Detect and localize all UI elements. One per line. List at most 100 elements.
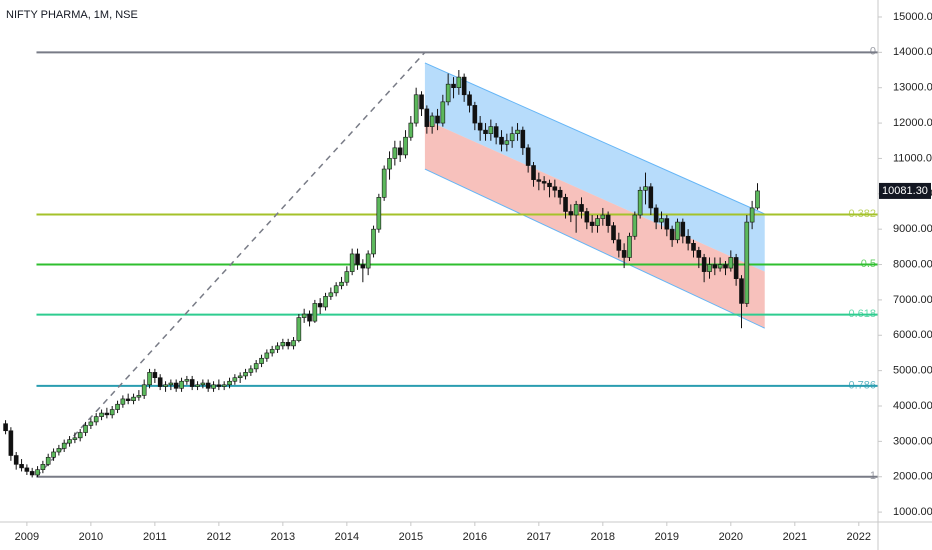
fib-level-label: 0.5 — [861, 258, 876, 270]
channel-line — [424, 62, 765, 215]
candle-body — [349, 253, 355, 272]
fib-level-label: 0.786 — [848, 379, 876, 391]
x-tick-label: 2009 — [15, 531, 39, 543]
candle-body — [307, 313, 312, 322]
candle-body — [477, 122, 483, 131]
candle-body — [115, 403, 120, 410]
candle-body — [339, 281, 344, 287]
candle-body — [83, 425, 88, 433]
candle-body — [93, 416, 99, 423]
x-tick-label: 2018 — [591, 531, 615, 543]
candle-body — [419, 94, 424, 110]
candle-body — [216, 384, 222, 387]
candle-body — [99, 412, 104, 417]
x-tick-label: 2012 — [207, 531, 231, 543]
candle-body — [275, 345, 280, 350]
trend-line — [35, 51, 426, 478]
candle-body — [461, 76, 467, 96]
candle-body — [557, 189, 563, 198]
candle-body — [605, 214, 611, 226]
candle-body — [653, 207, 659, 223]
drawings: 0 0.382 0.5 0.618 0.786 1 — [35, 46, 878, 482]
y-tick-label: 13000.00 — [893, 82, 932, 94]
candle-body — [541, 181, 547, 184]
candle-body — [376, 197, 382, 230]
candle-body — [168, 382, 174, 386]
x-tick-label: 2014 — [335, 531, 359, 543]
candle-body — [312, 303, 318, 322]
candle-body — [152, 372, 158, 379]
candle-body — [365, 253, 371, 269]
candle-body — [205, 382, 211, 389]
candle-body — [440, 101, 446, 124]
candle-body — [195, 384, 200, 387]
candle-body — [733, 257, 739, 279]
candle-body — [131, 396, 136, 401]
x-tick-label: 2017 — [527, 531, 551, 543]
channel-upper-zone — [424, 62, 765, 272]
candle-body — [680, 221, 686, 237]
candle-body — [371, 228, 376, 255]
candle-body — [227, 380, 232, 386]
candle-body — [723, 264, 728, 269]
x-tick-label: 2020 — [719, 531, 743, 543]
candle-body — [707, 264, 712, 272]
candle-body — [547, 182, 552, 188]
candle-body — [40, 464, 46, 470]
y-tick-label: 11000.00 — [893, 152, 932, 164]
candle-body — [147, 372, 152, 386]
candle-body — [61, 442, 67, 449]
candle-body — [685, 235, 691, 244]
candle-body — [552, 186, 558, 191]
candle-body — [179, 380, 184, 389]
candle-body — [515, 129, 520, 134]
candle-body — [285, 342, 291, 347]
y-tick-label: 5000.00 — [893, 365, 932, 377]
candle-body — [317, 303, 323, 308]
candle-body — [504, 140, 510, 145]
candle-body — [637, 189, 643, 216]
candle-body — [29, 471, 35, 476]
candle-body — [136, 395, 142, 398]
candle-body — [173, 382, 179, 389]
candle-body — [611, 225, 616, 241]
candle-body — [67, 439, 72, 444]
candle-body — [248, 368, 254, 373]
candle-body — [291, 340, 296, 347]
candle-body — [24, 467, 30, 472]
y-tick-label: 15000.00 — [893, 11, 932, 23]
candle-body — [525, 147, 531, 166]
candle-body — [675, 221, 680, 241]
y-tick-label: 7000.00 — [893, 294, 932, 306]
candle-body — [563, 197, 568, 212]
candle-body — [717, 264, 723, 269]
x-tick-label: 2010 — [79, 531, 103, 543]
last-price-label: 10081.30 — [882, 185, 928, 197]
candle-body — [451, 83, 456, 89]
x-tick-label: 2019 — [655, 531, 679, 543]
candle-body — [387, 158, 392, 170]
candle-body — [269, 349, 275, 354]
candle-body — [616, 239, 622, 251]
candle-body — [755, 190, 760, 209]
candle-body — [13, 455, 19, 465]
candle-body — [728, 257, 734, 269]
y-tick-label: 2000.00 — [893, 471, 932, 483]
candle-body — [483, 129, 488, 134]
candle-body — [344, 271, 350, 283]
candle-body — [355, 253, 360, 265]
candle-body — [712, 264, 718, 269]
candle-body — [659, 218, 664, 223]
candle-body — [360, 264, 366, 269]
candle-body — [301, 313, 307, 318]
channel-lower-zone — [424, 119, 765, 329]
y-tick-label: 9000.00 — [893, 223, 932, 235]
candle-body — [243, 372, 248, 377]
candle-body — [435, 115, 440, 124]
candle-body — [573, 204, 579, 216]
candle-body — [3, 423, 8, 432]
candle-body — [253, 363, 259, 370]
candle-body — [739, 278, 744, 304]
candle-body — [408, 122, 414, 138]
